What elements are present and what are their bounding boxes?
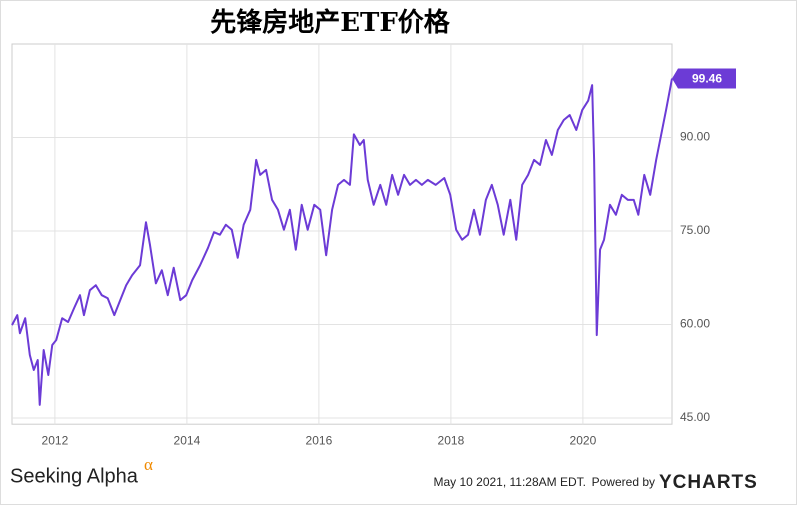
y-tick-label: 75.00 bbox=[680, 223, 710, 237]
x-tick-label: 2014 bbox=[174, 433, 201, 447]
last-value-badge bbox=[672, 68, 736, 89]
y-tick-label: 90.00 bbox=[680, 130, 710, 144]
x-tick-label: 2018 bbox=[438, 433, 465, 447]
chart-title: 先锋房地产ETF价格 bbox=[210, 7, 451, 38]
provider: YCHARTS bbox=[659, 472, 758, 493]
y-tick-label: 60.00 bbox=[680, 317, 710, 331]
price-line bbox=[11, 78, 673, 406]
y-tick-label: 45.00 bbox=[680, 410, 710, 424]
plot-area bbox=[11, 43, 673, 425]
powered-by: Powered by bbox=[592, 475, 655, 489]
brand: Seeking Alpha bbox=[10, 465, 139, 487]
x-tick-label: 2016 bbox=[306, 433, 333, 447]
last-value-label: 99.46 bbox=[692, 72, 722, 86]
x-tick-label: 2020 bbox=[570, 433, 597, 447]
brand-mark: α bbox=[144, 455, 153, 474]
timestamp: May 10 2021, 11:28AM EDT. bbox=[433, 475, 586, 489]
x-tick-label: 2012 bbox=[42, 433, 69, 447]
